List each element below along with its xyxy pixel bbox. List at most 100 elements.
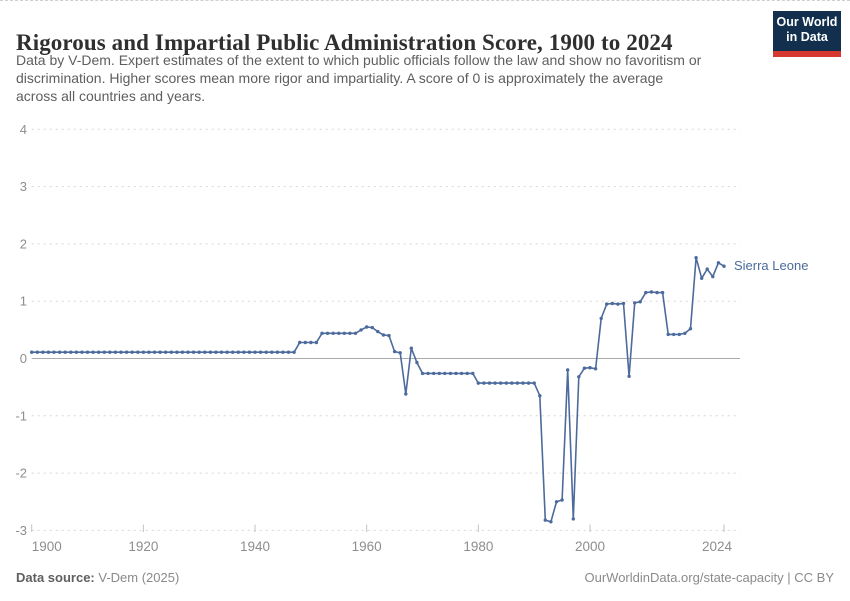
data-point [353,331,358,335]
data-point [191,350,196,354]
data-point [119,350,123,354]
owid-logo[interactable]: Our World in Data [773,11,841,57]
data-point [69,350,73,354]
data-point [426,371,430,376]
data-point [487,381,492,385]
data-point [214,350,218,354]
data-point [158,350,162,354]
x-tick-label: 1900 [32,539,62,554]
data-point [482,381,486,385]
y-tick-label: 3 [20,179,27,194]
data-point [152,350,157,354]
data-point [711,274,715,279]
y-tick-label: -3 [15,523,27,538]
data-point [549,520,553,524]
data-point [381,333,386,337]
data-point [359,328,363,332]
data-point [448,371,453,376]
data-point [186,350,190,354]
data-point [476,381,480,385]
subtitle-line: Data by V-Dem. Expert estimates of the e… [16,52,702,68]
data-point [392,349,397,354]
data-point [124,350,129,354]
data-point [605,302,609,306]
credit-link[interactable]: OurWorldinData.org/state-capacity | CC B… [584,570,834,585]
data-point [532,381,536,385]
data-line[interactable] [31,256,725,523]
data-source: Data source: V-Dem (2025) [16,570,179,585]
data-point [197,350,201,354]
data-point [677,332,681,337]
data-point [638,300,642,304]
data-point [97,350,101,354]
x-tick-label: 1960 [352,539,382,554]
data-point [219,350,224,354]
owid-logo-line1: Our World [776,15,838,29]
data-point [493,381,497,385]
data-point [314,340,319,345]
data-point [164,350,168,354]
series-end-label: Sierra Leone [734,258,808,273]
data-point [325,331,330,335]
data-point [113,350,118,354]
data-point [588,366,592,370]
data-point [342,331,346,335]
data-point [286,350,291,354]
data-point [415,360,419,365]
data-point [41,350,45,354]
data-point [175,350,179,354]
data-point [465,371,469,376]
data-point [694,256,698,260]
data-point [499,381,503,385]
data-point [242,350,246,354]
data-point [566,368,570,372]
data-point [722,264,726,268]
data-point [515,381,520,385]
data-point [655,290,659,295]
data-point [320,331,324,335]
data-point [432,371,436,376]
data-point [147,350,151,354]
data-point [554,500,559,504]
y-tick-label: 1 [20,294,27,309]
data-point [270,350,274,354]
data-point [627,374,631,378]
data-point [231,350,235,354]
data-point [504,381,508,385]
data-point [599,316,603,321]
data-point [688,327,693,331]
data-point [616,302,620,306]
chart-footer: Data source: V-Dem (2025) OurWorldinData… [16,570,834,590]
data-point [387,333,391,338]
subtitle-line: discrimination. Higher scores mean more … [16,70,664,86]
data-source-label: Data source: [16,570,95,585]
data-point [437,371,441,376]
x-tick-label: 1940 [240,539,270,554]
data-point [526,381,531,385]
data-point [331,331,335,335]
data-point [348,331,352,335]
data-point [63,350,67,354]
data-point [258,350,263,354]
data-point [80,350,84,354]
x-tick-label: 1920 [128,539,158,554]
data-point [180,350,185,354]
data-point [683,331,687,335]
chart-subtitle: Data by V-Dem. Expert estimates of the e… [16,51,776,105]
data-point [169,350,173,354]
data-point [141,350,146,354]
data-point [420,371,425,376]
data-point [370,325,374,330]
data-point [203,350,207,354]
data-point [398,351,402,355]
data-point [582,366,587,370]
data-point [281,350,285,354]
data-point [700,276,704,280]
data-point [91,350,95,354]
subtitle-line: across all countries and years. [16,88,206,104]
data-point [660,290,665,295]
data-point [298,340,302,345]
data-point [52,350,56,354]
